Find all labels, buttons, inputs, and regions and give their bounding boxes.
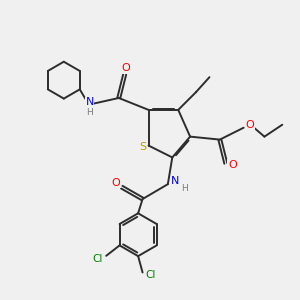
Text: H: H bbox=[86, 108, 93, 117]
Text: S: S bbox=[140, 142, 147, 152]
Text: N: N bbox=[85, 98, 94, 107]
Text: O: O bbox=[111, 178, 120, 188]
Text: O: O bbox=[122, 63, 130, 73]
Text: Cl: Cl bbox=[146, 270, 156, 280]
Text: O: O bbox=[246, 120, 254, 130]
Text: H: H bbox=[181, 184, 188, 193]
Text: N: N bbox=[171, 176, 179, 186]
Text: Cl: Cl bbox=[93, 254, 103, 264]
Text: O: O bbox=[228, 160, 237, 170]
